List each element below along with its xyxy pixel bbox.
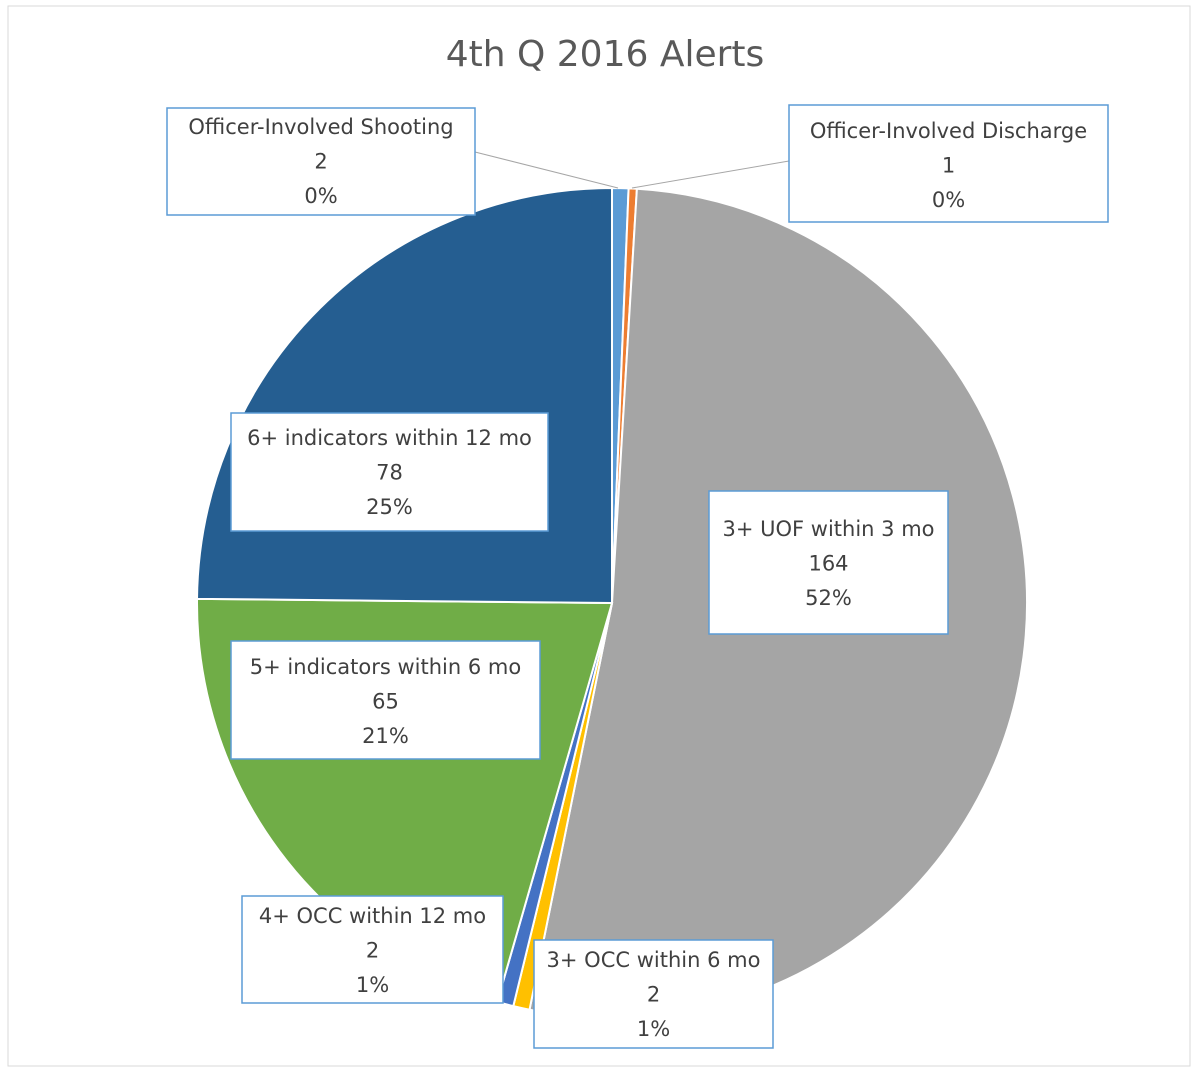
data-label-box	[708, 490, 949, 635]
data-label-percent: 21%	[362, 724, 409, 748]
data-label-value: 78	[376, 461, 403, 485]
data-label-name: Officer-Involved Discharge	[810, 119, 1087, 143]
data-label-box	[241, 895, 504, 1004]
data-label-percent: 1%	[356, 973, 389, 997]
data-label-percent: 1%	[637, 1017, 670, 1041]
data-label-value: 2	[647, 983, 660, 1007]
data-label-value: 65	[372, 690, 399, 714]
data-label-percent: 0%	[932, 188, 965, 212]
data-label-name: 6+ indicators within 12 mo	[247, 426, 532, 450]
data-label-name: 4+ OCC within 12 mo	[259, 904, 486, 928]
data-label-value: 2	[314, 150, 327, 174]
chart-title: 4th Q 2016 Alerts	[446, 34, 765, 75]
data-label-name: Officer-Involved Shooting	[188, 115, 453, 139]
data-label-name: 3+ UOF within 3 mo	[723, 517, 935, 541]
data-label-box	[166, 107, 476, 216]
data-label-name: 5+ indicators within 6 mo	[250, 655, 521, 679]
data-label-box	[230, 412, 549, 532]
data-label-value: 164	[808, 552, 848, 576]
data-label-percent: 25%	[366, 495, 413, 519]
leader-line	[631, 160, 790, 189]
leader-line	[474, 151, 619, 189]
data-label-percent: 0%	[304, 184, 337, 208]
data-label-name: 3+ OCC within 6 mo	[547, 948, 761, 972]
data-label-value: 2	[366, 939, 379, 963]
data-label-box	[533, 939, 774, 1049]
data-label-percent: 52%	[805, 586, 852, 610]
data-label-value: 1	[942, 154, 955, 178]
data-label-box	[230, 640, 541, 760]
data-label-box	[788, 104, 1109, 223]
